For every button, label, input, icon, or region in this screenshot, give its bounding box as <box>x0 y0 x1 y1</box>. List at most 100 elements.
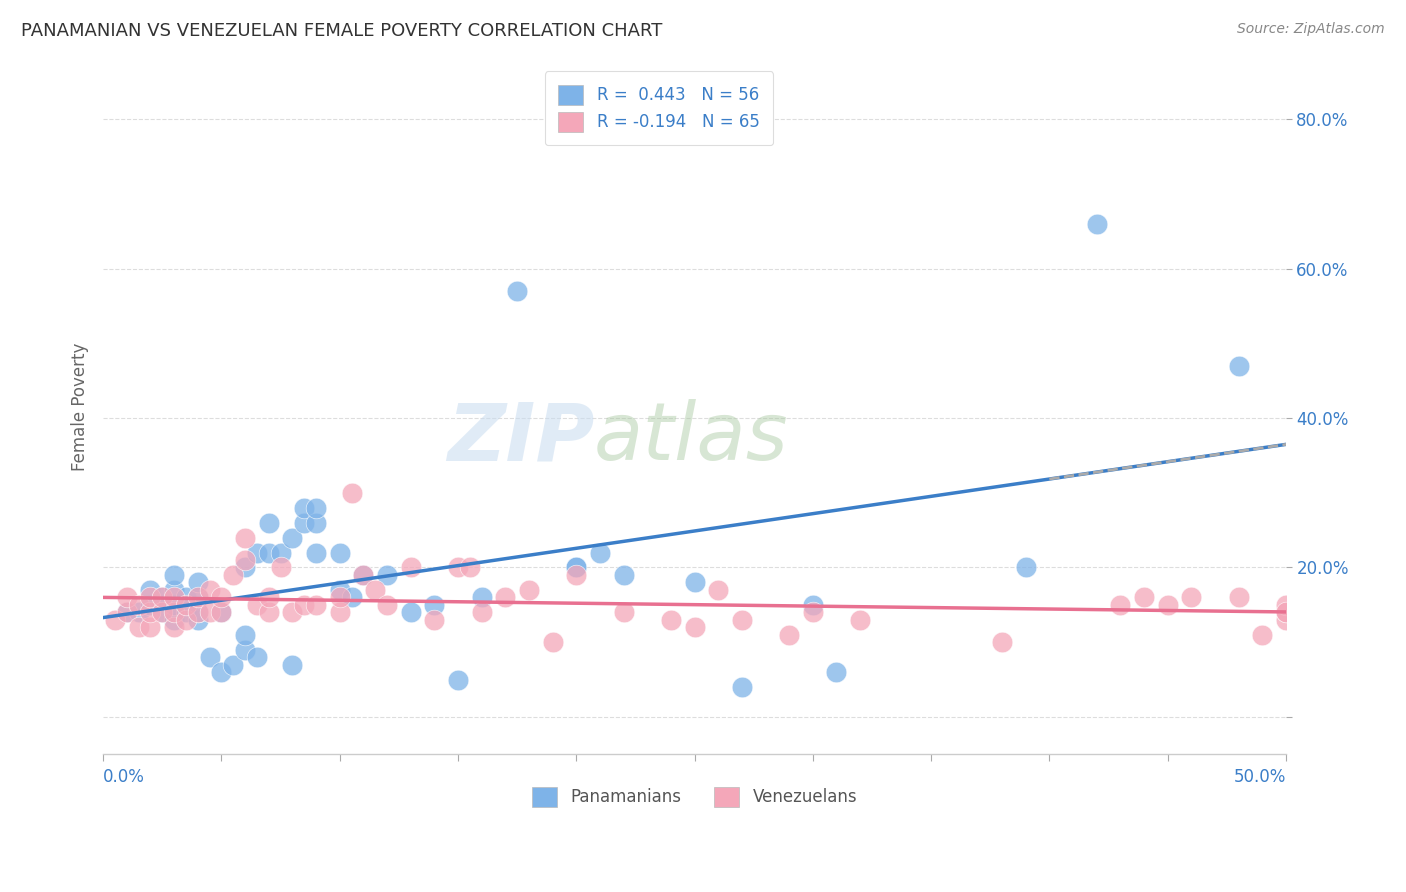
Point <box>163 605 186 619</box>
Point <box>163 568 186 582</box>
Point <box>150 605 173 619</box>
Point <box>849 613 872 627</box>
Point <box>305 516 328 530</box>
Point <box>329 591 352 605</box>
Point <box>447 673 470 687</box>
Point <box>731 680 754 694</box>
Point <box>104 613 127 627</box>
Point <box>589 545 612 559</box>
Point <box>364 582 387 597</box>
Point <box>115 605 138 619</box>
Point <box>292 598 315 612</box>
Point <box>163 620 186 634</box>
Point <box>292 516 315 530</box>
Point <box>612 605 634 619</box>
Point <box>329 605 352 619</box>
Point <box>150 591 173 605</box>
Point <box>246 650 269 665</box>
Point <box>1133 591 1156 605</box>
Point <box>187 591 209 605</box>
Point <box>270 545 292 559</box>
Point <box>352 568 374 582</box>
Point <box>163 598 186 612</box>
Point <box>174 613 197 627</box>
Point <box>198 605 221 619</box>
Point <box>565 568 588 582</box>
Point <box>128 605 150 619</box>
Point <box>305 545 328 559</box>
Point <box>1227 359 1250 373</box>
Point <box>163 582 186 597</box>
Point <box>209 605 232 619</box>
Point <box>1085 217 1108 231</box>
Point <box>139 598 162 612</box>
Point <box>683 620 706 634</box>
Point <box>187 591 209 605</box>
Point <box>778 628 800 642</box>
Point <box>246 598 269 612</box>
Point <box>1251 628 1274 642</box>
Point <box>1275 598 1298 612</box>
Point <box>707 582 730 597</box>
Point <box>174 598 197 612</box>
Point <box>305 500 328 515</box>
Legend: Panamanians, Venezuelans: Panamanians, Venezuelans <box>523 779 866 815</box>
Point <box>209 605 232 619</box>
Text: 50.0%: 50.0% <box>1233 768 1286 786</box>
Point <box>352 568 374 582</box>
Point <box>233 531 256 545</box>
Point <box>233 642 256 657</box>
Point <box>150 605 173 619</box>
Point <box>340 591 363 605</box>
Point <box>1156 598 1178 612</box>
Point <box>471 605 494 619</box>
Point <box>257 516 280 530</box>
Point <box>187 613 209 627</box>
Point <box>115 591 138 605</box>
Text: Source: ZipAtlas.com: Source: ZipAtlas.com <box>1237 22 1385 37</box>
Point <box>174 605 197 619</box>
Point <box>375 568 398 582</box>
Point <box>423 613 446 627</box>
Point <box>257 545 280 559</box>
Point <box>565 560 588 574</box>
Point <box>801 598 824 612</box>
Point <box>233 628 256 642</box>
Point <box>731 613 754 627</box>
Text: atlas: atlas <box>593 399 789 477</box>
Point <box>612 568 634 582</box>
Point <box>1180 591 1202 605</box>
Point <box>340 485 363 500</box>
Point <box>659 613 682 627</box>
Point <box>233 560 256 574</box>
Point <box>399 605 422 619</box>
Point <box>1227 591 1250 605</box>
Point <box>305 598 328 612</box>
Point <box>281 657 304 672</box>
Point <box>209 591 232 605</box>
Point <box>1015 560 1038 574</box>
Point <box>281 605 304 619</box>
Point <box>257 605 280 619</box>
Point <box>281 531 304 545</box>
Point <box>187 605 209 619</box>
Point <box>198 582 221 597</box>
Point <box>329 582 352 597</box>
Point <box>270 560 292 574</box>
Y-axis label: Female Poverty: Female Poverty <box>72 343 89 471</box>
Point <box>471 591 494 605</box>
Text: ZIP: ZIP <box>447 399 593 477</box>
Point <box>115 605 138 619</box>
Point <box>292 500 315 515</box>
Point <box>187 575 209 590</box>
Point <box>825 665 848 679</box>
Point <box>139 582 162 597</box>
Point <box>541 635 564 649</box>
Point <box>423 598 446 612</box>
Point <box>458 560 481 574</box>
Point <box>1109 598 1132 612</box>
Point <box>375 598 398 612</box>
Point <box>198 650 221 665</box>
Point <box>163 591 186 605</box>
Point <box>1275 605 1298 619</box>
